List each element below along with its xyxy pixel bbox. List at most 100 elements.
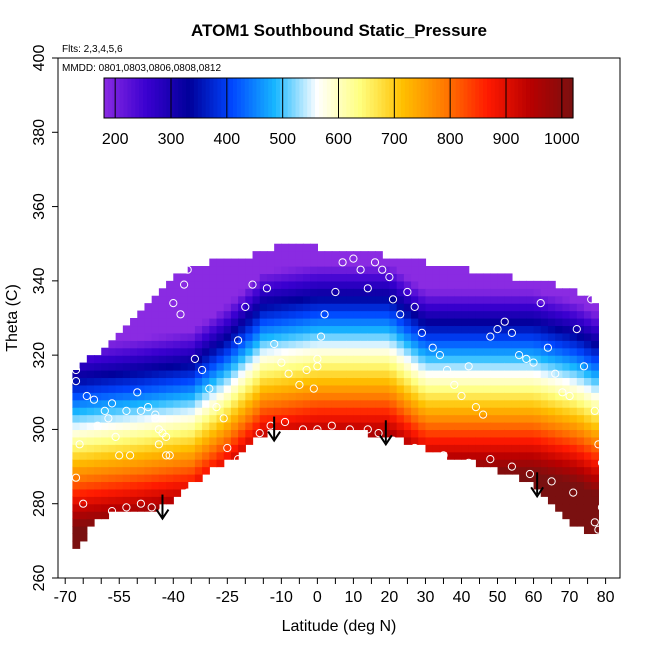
heatmap-cell <box>288 288 297 297</box>
heatmap-cell <box>403 422 412 431</box>
heatmap-cell <box>266 407 275 416</box>
heatmap-cell <box>137 436 146 445</box>
heatmap-cell <box>591 318 599 327</box>
heatmap-cell <box>367 399 376 408</box>
heatmap-cell <box>454 370 463 379</box>
heatmap-cell <box>547 444 556 453</box>
heatmap-cell <box>454 451 463 460</box>
observation-point <box>122 503 131 512</box>
heatmap-cell <box>475 273 484 282</box>
heatmap-cell <box>468 414 477 423</box>
heatmap-cell <box>238 280 246 289</box>
heatmap-cell <box>216 258 225 267</box>
heatmap-cell <box>144 481 153 490</box>
heatmap-cell <box>447 303 455 312</box>
heatmap-cell <box>533 303 542 312</box>
heatmap-cell <box>547 392 556 401</box>
observation-point <box>205 384 214 393</box>
heatmap-cell <box>115 451 124 460</box>
heatmap-cell <box>108 451 117 460</box>
heatmap-cell <box>526 347 535 356</box>
heatmap-cell <box>266 332 275 341</box>
heatmap-cell <box>346 295 355 304</box>
heatmap-cell <box>144 392 153 401</box>
heatmap-cell <box>576 488 585 497</box>
heatmap-cell <box>447 280 455 289</box>
heatmap-cell <box>360 414 369 423</box>
colorbar-segment <box>412 78 418 118</box>
heatmap-cell <box>569 303 578 312</box>
flights-note: Flts: 2,3,4,5,6 <box>62 44 123 55</box>
heatmap-cell <box>353 295 362 304</box>
heatmap-cell <box>274 414 282 423</box>
heatmap-cell <box>122 347 131 356</box>
heatmap-cell <box>115 377 124 386</box>
heatmap-cell <box>562 303 571 312</box>
heatmap-cell <box>555 474 563 483</box>
colorbar-segment <box>522 78 527 118</box>
heatmap-cell <box>591 340 599 349</box>
heatmap-cell <box>504 392 513 401</box>
heatmap-cell <box>411 377 419 386</box>
heatmap-cell <box>526 444 535 453</box>
heatmap-cell <box>122 392 131 401</box>
observation-point <box>572 325 581 334</box>
heatmap-cell <box>194 310 203 319</box>
heatmap-cell <box>151 340 160 349</box>
heatmap-cell <box>367 280 376 289</box>
heatmap-cell <box>411 295 419 304</box>
observation-point <box>338 258 347 267</box>
heatmap-cell <box>475 303 484 312</box>
heatmap-cell <box>295 414 304 423</box>
heatmap-cell <box>266 295 275 304</box>
heatmap-cell <box>511 459 520 468</box>
heatmap-cell <box>367 355 376 364</box>
heatmap-cell <box>94 399 102 408</box>
heatmap-cell <box>447 407 455 416</box>
heatmap-cell <box>324 414 333 423</box>
heatmap-cell <box>475 407 484 416</box>
colorbar-segment <box>295 78 301 118</box>
heatmap-cell <box>115 362 124 371</box>
heatmap-cell <box>396 347 405 356</box>
heatmap-cell <box>511 310 520 319</box>
heatmap-cell <box>497 429 506 438</box>
observation-point <box>450 380 459 389</box>
heatmap-cell <box>468 384 477 393</box>
heatmap-cell <box>519 332 527 341</box>
heatmap-cell <box>166 444 174 453</box>
heatmap-cell <box>295 355 304 364</box>
heatmap-cell <box>483 407 491 416</box>
heatmap-cell <box>245 377 254 386</box>
heatmap-cell <box>403 332 412 341</box>
heatmap-cell <box>346 303 355 312</box>
heatmap-cell <box>310 414 318 423</box>
heatmap-cell <box>331 362 340 371</box>
heatmap-cell <box>547 399 556 408</box>
heatmap-cell <box>310 370 318 379</box>
heatmap-cell <box>317 266 326 275</box>
observation-point <box>403 287 412 297</box>
heatmap-cell <box>324 340 333 349</box>
x-tick-label: 20 <box>381 589 399 606</box>
heatmap-cell <box>432 332 441 341</box>
heatmap-cell <box>425 325 434 334</box>
heatmap-cell <box>583 422 592 431</box>
observation-point <box>410 443 419 453</box>
heatmap-cell <box>180 280 189 289</box>
observation-point <box>479 410 488 419</box>
heatmap-cell <box>540 488 549 497</box>
heatmap-cell <box>475 340 484 349</box>
heatmap-cell <box>569 310 578 319</box>
colorbar-segment <box>397 78 402 118</box>
heatmap-cell <box>288 340 297 349</box>
observation-point <box>356 265 365 274</box>
heatmap-cell <box>526 340 535 349</box>
heatmap-cell <box>151 325 160 334</box>
heatmap-cell <box>555 422 563 431</box>
heatmap-cell <box>130 392 138 401</box>
heatmap-cell <box>281 295 290 304</box>
heatmap-cell <box>447 340 455 349</box>
heatmap-cell <box>569 511 578 520</box>
heatmap-cell <box>281 258 290 267</box>
